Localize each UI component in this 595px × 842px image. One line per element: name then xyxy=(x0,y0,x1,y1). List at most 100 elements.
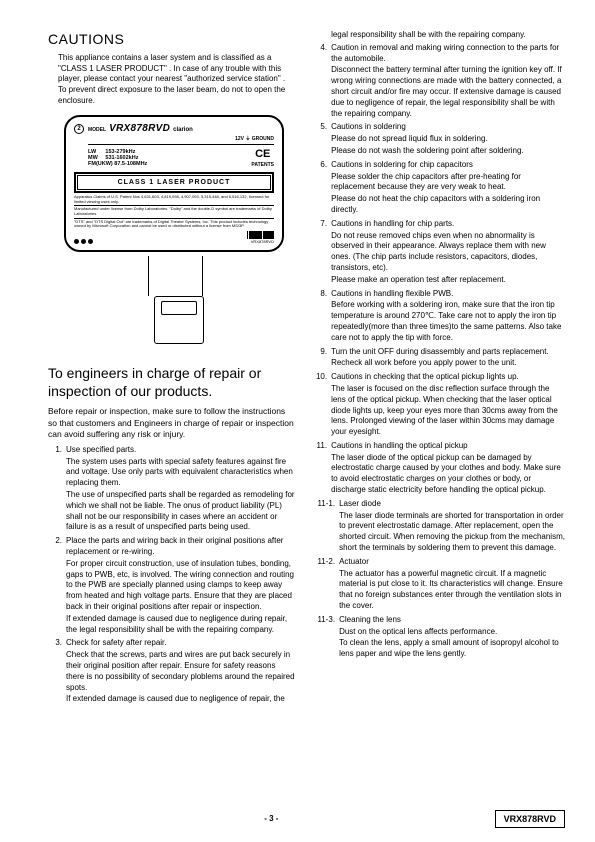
left-cautions-list: 1. Use specified parts. The system uses … xyxy=(48,445,295,706)
item-title: Check for safety after repair. xyxy=(66,638,295,649)
item-para: If extended damage is caused due to negl… xyxy=(66,614,295,636)
item-para: If extended damage is caused due to negl… xyxy=(66,694,295,705)
item-num: 7. xyxy=(313,219,327,287)
fm-label: FM(UKW) xyxy=(88,161,113,167)
list-item: 3. Check for safety after repair. Check … xyxy=(48,638,295,706)
item-num: 5. xyxy=(313,122,327,157)
fm-value: 87.5-108MHz xyxy=(114,161,147,167)
item-title: Cautions in handling flexible PWB. xyxy=(331,289,565,300)
cont-para: legal responsibility shall be with the r… xyxy=(313,30,565,41)
fine3: "DTS" and "DTS Digital Out" are trademar… xyxy=(74,220,274,229)
item-para: Please solder the chip capacitors after … xyxy=(331,172,565,194)
item-para: Recheck all work before you apply power … xyxy=(331,358,565,369)
barcode-text: VRX878RVD xyxy=(251,239,274,244)
item-num: 11-2. xyxy=(313,557,335,613)
list-item: 1. Use specified parts. The system uses … xyxy=(48,445,295,534)
item-para: Dust on the optical lens affects perform… xyxy=(339,627,565,638)
engineers-intro: Before repair or inspection, make sure t… xyxy=(48,406,295,440)
item-num: 11. xyxy=(313,441,327,497)
item-para: Please do not spread liquid flux in sold… xyxy=(331,134,565,145)
item-num: 11-1. xyxy=(313,499,335,555)
item-title: Cautions in handling for chip parts. xyxy=(331,219,565,230)
class1-text: CLASS 1 LASER PRODUCT xyxy=(77,175,271,190)
frequency-table: LW 153-279kHz MW 531-1602kHz FM(UKW) 87.… xyxy=(88,149,147,167)
item-title: Cautions in soldering for chip capacitor… xyxy=(331,160,565,171)
list-item: 8. Cautions in handling flexible PWB.Befo… xyxy=(313,289,565,345)
item-para: Check that the screws, parts and wires a… xyxy=(66,650,295,693)
list-item: 11-1. Laser diodeThe laser diode terminal… xyxy=(313,499,565,555)
list-item: 4.Caution in removal and making wiring c… xyxy=(313,43,565,121)
barcode: VRX878RVD xyxy=(247,231,274,244)
item-title: Place the parts and wiring back in their… xyxy=(66,536,295,558)
item-para: Before working with a soldering iron, ma… xyxy=(331,300,565,343)
item-title: Use specified parts. xyxy=(66,445,295,456)
item-para: To clean the lens, apply a small amount … xyxy=(339,638,565,660)
cautions-heading: CAUTIONS xyxy=(48,30,295,49)
brand-name: clarion xyxy=(173,126,193,134)
item-title: Cautions in checking that the optical pi… xyxy=(331,372,565,383)
list-item: 11-3. Cleaning the lensDust on the optica… xyxy=(313,615,565,661)
left-column: CAUTIONS This appliance contains a laser… xyxy=(48,30,295,708)
ground-spec: 12V ⏚ GROUND xyxy=(88,136,274,145)
callout-line-icon xyxy=(148,256,149,296)
model-label: MODEL xyxy=(88,127,106,134)
item-title: Caution in removal and making wiring con… xyxy=(331,43,565,65)
item-para: Please make an operation test after repl… xyxy=(331,275,565,286)
item-para: Do not reuse removed chips even when no … xyxy=(331,231,565,274)
item-title: Cautions in handling the optical pickup xyxy=(331,441,565,452)
item-para: Please do not heat the chip capacitors w… xyxy=(331,194,565,216)
fine2: Manufactured under license from Dolby La… xyxy=(74,207,274,216)
item-num: 11-3. xyxy=(313,615,335,661)
item-num: 10. xyxy=(313,372,327,439)
region-code-icon: 2 xyxy=(74,124,84,134)
right-column: legal responsibility shall be with the r… xyxy=(313,30,565,708)
item-title: Actuator xyxy=(339,557,565,568)
item-num: 4. xyxy=(313,43,327,121)
item-para: Please do not wash the soldering point a… xyxy=(331,146,565,157)
item-num: 6. xyxy=(313,160,327,217)
list-item: 5. Cautions in solderingPlease do not spr… xyxy=(313,122,565,157)
callout-diagram xyxy=(64,262,284,352)
list-item: 7. Cautions in handling for chip parts.Do… xyxy=(313,219,565,287)
product-label-wrap: 2 MODEL VRX878RVD clarion 12V ⏚ GROUND L… xyxy=(48,115,295,252)
item-para: Disconnect the battery terminal after tu… xyxy=(331,65,565,119)
item-para: The laser is focused on the disc reflect… xyxy=(331,384,565,438)
item-num: 9. xyxy=(313,347,327,371)
item-para: The actuator has a powerful magnetic cir… xyxy=(339,569,565,612)
item-title: Turn the unit OFF during disassembly and… xyxy=(331,347,565,358)
item-title: Cleaning the lens xyxy=(339,615,565,626)
ce-mark: CE PATENTS xyxy=(251,147,274,169)
page-number: - 3 - xyxy=(264,814,278,825)
item-title: Cautions in soldering xyxy=(331,122,565,133)
fine-print: Apparatus Claims of U.S. Patent Nos 4,63… xyxy=(74,195,274,229)
label-dots-icon xyxy=(74,239,93,244)
list-item: 6. Cautions in soldering for chip capacit… xyxy=(313,160,565,217)
list-item: 11. Cautions in handling the optical pick… xyxy=(313,441,565,497)
item-para: The laser diode terminals are shorted fo… xyxy=(339,511,565,554)
list-item: 2. Place the parts and wiring back in th… xyxy=(48,536,295,636)
engineers-heading: To engineers in charge of repair or insp… xyxy=(48,364,295,400)
item-para: The system uses parts with special safet… xyxy=(66,457,295,489)
item-num: 8. xyxy=(313,289,327,345)
item-num: 2. xyxy=(48,536,62,636)
item-num: 3. xyxy=(48,638,62,706)
product-label: 2 MODEL VRX878RVD clarion 12V ⏚ GROUND L… xyxy=(64,115,284,252)
item-num: 1. xyxy=(48,445,62,534)
ce-icon: CE xyxy=(255,147,270,162)
item-para: The use of unspecified parts shall be re… xyxy=(66,490,295,533)
footer-model: VRX878RVD xyxy=(495,810,565,828)
model-number: VRX878RVD xyxy=(109,122,170,136)
unit-outline-icon xyxy=(154,296,204,344)
item-para: The laser diode of the optical pickup ca… xyxy=(331,453,565,496)
callout-line-icon xyxy=(202,256,203,296)
page-footer: - 3 - VRX878RVD xyxy=(48,810,565,828)
list-item: 11-2. ActuatorThe actuator has a powerful… xyxy=(313,557,565,613)
right-cautions-list: 4.Caution in removal and making wiring c… xyxy=(313,43,565,661)
item-para: For proper circuit construction, use of … xyxy=(66,559,295,613)
cautions-intro: This appliance contains a laser system a… xyxy=(48,53,295,107)
list-item: 10. Cautions in checking that the optical… xyxy=(313,372,565,439)
item-title: Laser diode xyxy=(339,499,565,510)
patents-label: PATENTS xyxy=(251,162,274,169)
list-item: 9. Turn the unit OFF during disassembly a… xyxy=(313,347,565,371)
class1-box: CLASS 1 LASER PRODUCT xyxy=(74,172,274,193)
